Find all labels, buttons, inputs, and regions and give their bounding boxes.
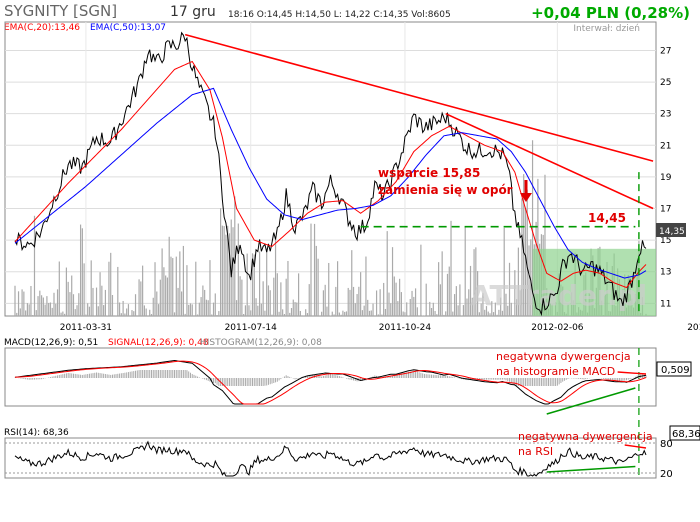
y-tick-label: 27 xyxy=(660,46,671,56)
rsi-annotation-2: na RSI xyxy=(518,445,553,458)
macd-annotation-2: na histogramie MACD xyxy=(496,365,615,378)
rsi-tick-label: 80 xyxy=(660,439,673,450)
rsi-annotation-1: negatywna dywergencja xyxy=(518,430,653,443)
rsi-tick-label: 20 xyxy=(660,469,673,480)
macd-red-line xyxy=(617,371,647,375)
last-price-tag-text: 14,35 xyxy=(659,227,685,237)
macd-tag xyxy=(656,361,692,377)
y-tick-label: 11 xyxy=(660,299,671,309)
price-change: +0,04 PLN (0,28%) xyxy=(531,4,690,22)
x-tick-label: 2012-02-06 xyxy=(531,323,584,333)
macd-panel xyxy=(4,347,657,407)
ema20-line xyxy=(14,60,647,289)
support-annotation-1: wsparcie 15,85 xyxy=(378,166,480,180)
signal-line xyxy=(14,360,647,405)
rsi-divergence-line xyxy=(546,465,636,473)
y-tick-label: 15 xyxy=(660,236,671,246)
x-tick-label: 2011-10-24 xyxy=(379,323,432,333)
macd-legend: MACD(12,26,9): 0,51 xyxy=(4,338,98,348)
y-tick-label: 25 xyxy=(660,78,671,88)
trendline xyxy=(184,33,654,162)
chart-date: 17 gru xyxy=(170,4,216,20)
grid xyxy=(5,22,656,316)
y-tick-label: 23 xyxy=(660,110,671,120)
price-annotation: 14,45 xyxy=(588,211,626,225)
x-tick-label: 2011-03-31 xyxy=(60,323,112,333)
last-price-tag xyxy=(656,223,686,237)
consolidation-box xyxy=(532,248,656,316)
rsi-tag xyxy=(669,425,700,441)
rsi-panel xyxy=(4,437,657,479)
rsi-legend: RSI(14): 68,36 xyxy=(4,428,69,438)
y-tick-label: 21 xyxy=(660,141,671,151)
price-line xyxy=(14,31,647,317)
rsi-line xyxy=(14,440,647,477)
x-tick-label: 2011-07-14 xyxy=(225,323,278,333)
chart-title: SYGNITY [SGN] xyxy=(4,2,117,20)
support-annotation-2: zamienia się w opór xyxy=(378,183,513,197)
histogram-legend: HISTOGRAM(12,26,9): 0,08 xyxy=(200,338,322,348)
y-tick-label: 13 xyxy=(660,268,671,278)
x-tick-label: 2012-05-21 xyxy=(687,323,700,333)
macd-divergence-line xyxy=(546,387,636,415)
signal-legend: SIGNAL(12,26,9): 0,48 xyxy=(108,338,209,348)
rsi-tag-text: 68,36 xyxy=(672,429,700,440)
quote-line: 18:16 O:14,45 H:14,50 L: 14,22 C:14,35 V… xyxy=(228,10,451,20)
trendline xyxy=(445,112,654,210)
down-arrow-icon xyxy=(520,180,532,202)
legend-ema20: EMA(C,20):13,46 xyxy=(4,23,80,33)
y-tick-label: 17 xyxy=(660,205,671,215)
interval-label: Interwał: dzień xyxy=(573,24,640,34)
watermark: ATTrader.pl xyxy=(470,279,647,312)
macd-tag-text: 0,509 xyxy=(661,365,690,376)
y-tick-label: 19 xyxy=(660,173,672,183)
rsi-red-line xyxy=(624,444,647,449)
legend-ema50: EMA(C,50):13,07 xyxy=(90,23,166,33)
macd-annotation-1: negatywna dywergencja xyxy=(496,350,631,363)
ema50-line xyxy=(14,87,647,279)
